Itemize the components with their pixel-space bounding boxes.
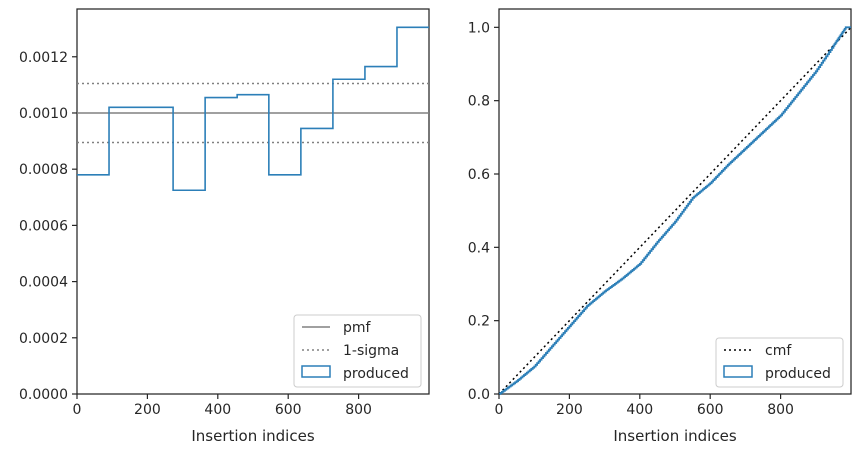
left-x-tick-label: 200 — [134, 402, 161, 418]
left-panel: 0 200 400 600 800 0.00000.00020.00040.00060.… — [19, 8, 430, 445]
right-y-ticks: 0.0 0.2 0.4 0.6 0.8 1.0 — [468, 20, 499, 403]
right-marks — [498, 26, 852, 395]
right-y-tick-label: 0.2 — [468, 314, 490, 330]
right-y-tick-label: 0.8 — [468, 94, 490, 110]
right-x-tick-label: 600 — [697, 402, 724, 418]
left-y-tick-label: 0.0002 — [19, 331, 68, 347]
left-x-tick-label: 0 — [73, 402, 82, 418]
right-x-tick-label: 400 — [626, 402, 653, 418]
right-y-tick-label: 0.0 — [468, 387, 490, 403]
left-x-ticks: 0 200 400 600 800 — [73, 394, 372, 418]
left-plot-frame — [76, 8, 430, 395]
right-y-tick-label: 0.4 — [468, 240, 490, 256]
left-legend-box — [293, 314, 422, 388]
left-x-tick-label: 600 — [275, 402, 302, 418]
left-y-tick-label: 0.0012 — [19, 50, 68, 66]
left-x-axis-label: Insertion indices — [191, 427, 314, 445]
left-y-ticks: 0.0000 0.0002 0.0004 0.0006 0.0008 0.0010 0.00… — [19, 50, 77, 403]
right-x-tick-label: 0 — [495, 402, 504, 418]
legend-produced-swatch — [301, 365, 331, 378]
right-plot-frame — [498, 8, 852, 395]
left-x-tick-label: 800 — [345, 402, 372, 418]
legend-cmf-label: cmf — [765, 343, 792, 359]
right-y-tick-label: 0.6 — [468, 167, 490, 183]
legend-pmf-label: pmf — [343, 320, 372, 336]
right-panel: 0 200 400 600 800 0.0 0.2 0.4 0.6 0.8 1.0 Inserti… — [468, 8, 852, 445]
left-legend: pmf 1-sigma produced — [293, 314, 422, 388]
left-y-tick-label: 0.0010 — [19, 106, 68, 122]
left-x-tick-label: 400 — [204, 402, 231, 418]
right-y-tick-label: 1.0 — [468, 20, 490, 36]
right-x-axis-label: Insertion indices — [613, 427, 736, 445]
right-x-ticks: 0 200 400 600 800 — [495, 394, 794, 418]
left-y-tick-label: 0.0006 — [19, 218, 68, 234]
right-x-tick-label: 200 — [556, 402, 583, 418]
left-y-tick-label: 0.0004 — [19, 275, 68, 291]
left-y-tick-label: 0.0000 — [19, 387, 68, 403]
right-legend: cmf produced — [715, 337, 844, 388]
legend-produced-swatch-right — [723, 365, 753, 378]
left-marks — [77, 26, 429, 192]
legend-sigma-label: 1-sigma — [343, 343, 399, 359]
right-legend-box — [715, 337, 844, 388]
right-x-tick-label: 800 — [767, 402, 794, 418]
legend-produced-label-right: produced — [765, 366, 831, 382]
produced-cdf-line — [499, 26, 851, 395]
legend-produced-label: produced — [343, 366, 409, 382]
produced-step-histogram — [77, 26, 429, 192]
left-y-tick-label: 0.0008 — [19, 162, 68, 178]
